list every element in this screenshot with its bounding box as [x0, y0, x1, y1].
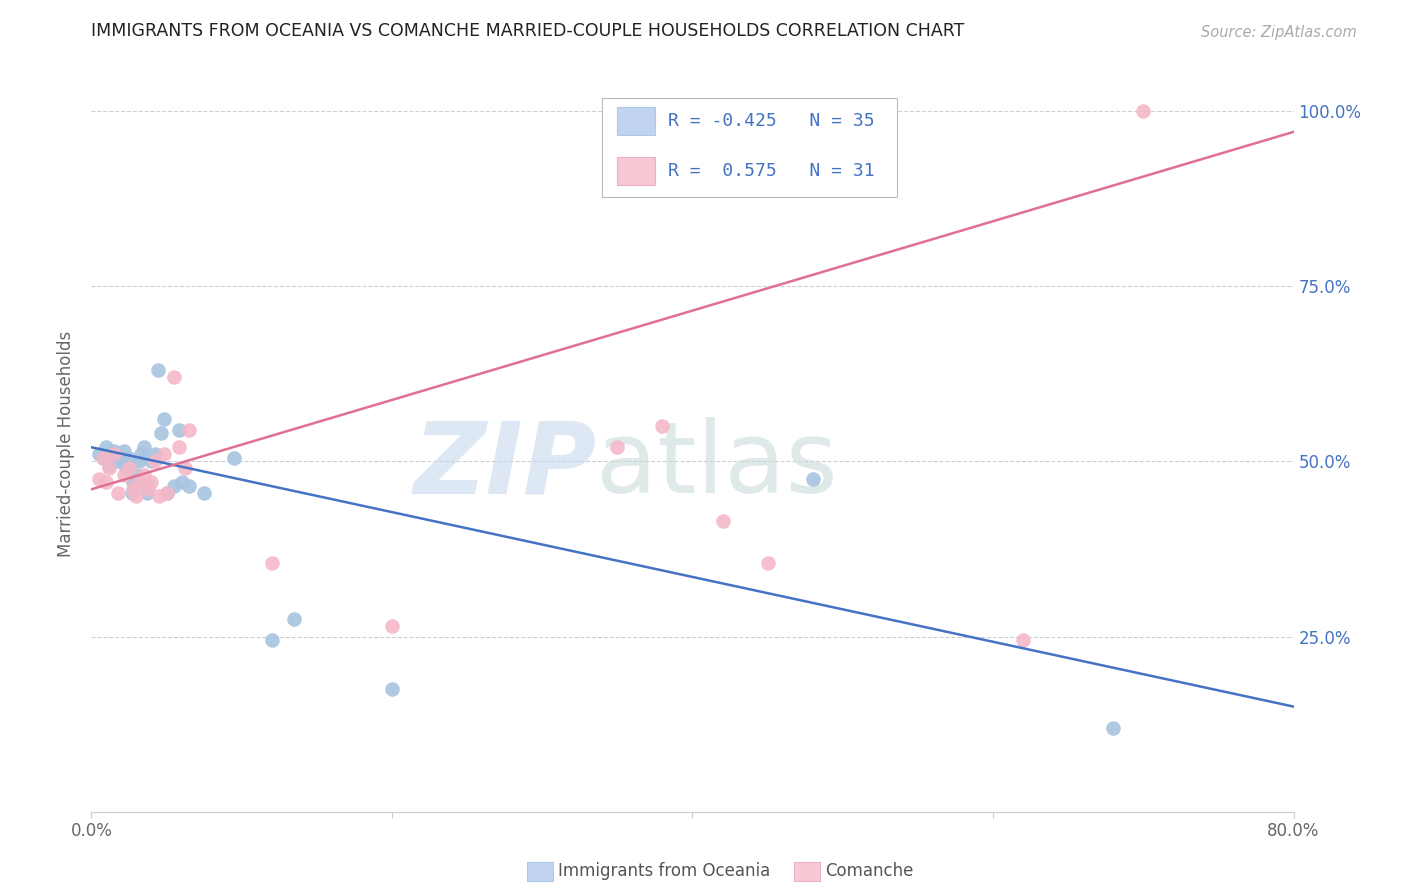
Point [152, 412, 174, 426]
Point [756, 556, 779, 570]
Text: ZIP: ZIP [413, 417, 596, 515]
Point [170, 475, 193, 490]
Point [93, 450, 115, 465]
Point [118, 450, 141, 465]
Point [146, 363, 169, 377]
Point [143, 454, 166, 468]
Point [801, 472, 824, 486]
Point [163, 479, 186, 493]
Text: Immigrants from Oceania: Immigrants from Oceania [558, 863, 770, 880]
Point [260, 633, 283, 648]
Point [381, 619, 404, 633]
Text: IMMIGRANTS FROM OCEANIA VS COMANCHE MARRIED-COUPLE HOUSEHOLDS CORRELATION CHART: IMMIGRANTS FROM OCEANIA VS COMANCHE MARR… [91, 22, 965, 40]
Point [224, 450, 246, 465]
Point [177, 423, 200, 437]
Point [132, 440, 155, 454]
Point [136, 485, 159, 500]
Point [1012, 633, 1035, 648]
Point [283, 612, 305, 626]
Point [118, 461, 141, 475]
Text: R =  0.575   N = 31: R = 0.575 N = 31 [668, 161, 875, 180]
Point [122, 483, 145, 497]
Point [381, 681, 404, 696]
Point [173, 461, 195, 475]
Point [107, 454, 129, 468]
Point [155, 485, 177, 500]
Point [143, 447, 166, 461]
Point [148, 489, 170, 503]
Point [107, 485, 129, 500]
Point [260, 556, 283, 570]
Point [193, 485, 215, 500]
Point [115, 461, 138, 475]
Point [96, 475, 118, 490]
Point [149, 426, 172, 441]
Point [125, 468, 148, 483]
FancyBboxPatch shape [617, 157, 655, 185]
Point [141, 475, 163, 490]
Point [114, 468, 136, 483]
Point [125, 489, 148, 503]
Point [103, 443, 125, 458]
Point [87, 447, 110, 461]
Point [155, 485, 177, 500]
Point [87, 472, 110, 486]
Point [132, 468, 155, 483]
Point [110, 450, 132, 465]
Point [711, 514, 734, 528]
FancyBboxPatch shape [617, 107, 655, 135]
Point [93, 450, 115, 465]
Point [138, 483, 160, 497]
Point [98, 461, 121, 475]
Point [606, 440, 628, 454]
Point [122, 475, 145, 490]
Point [128, 454, 150, 468]
Text: Comanche: Comanche [825, 863, 914, 880]
Text: R = -0.425   N = 35: R = -0.425 N = 35 [668, 112, 875, 129]
Text: atlas: atlas [596, 417, 838, 515]
Point [163, 370, 186, 384]
Text: Source: ZipAtlas.com: Source: ZipAtlas.com [1201, 25, 1357, 40]
Point [98, 458, 121, 472]
Point [129, 447, 152, 461]
Y-axis label: Married-couple Households: Married-couple Households [58, 331, 76, 557]
Point [651, 419, 673, 434]
Point [96, 440, 118, 454]
Point [167, 440, 190, 454]
Point [103, 447, 125, 461]
Point [167, 423, 190, 437]
Point [121, 485, 143, 500]
FancyBboxPatch shape [602, 98, 897, 197]
Point [152, 447, 174, 461]
Point [138, 479, 160, 493]
Point [128, 475, 150, 490]
Point [141, 454, 163, 468]
Point [1132, 103, 1154, 118]
Point [114, 443, 136, 458]
Point [177, 479, 200, 493]
Point [1102, 721, 1125, 735]
